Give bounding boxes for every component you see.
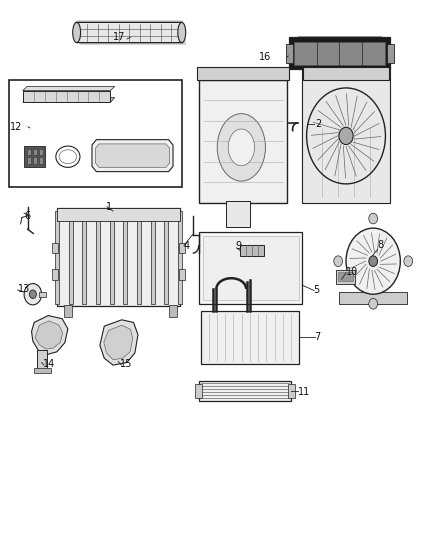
Bar bbox=[338, 272, 353, 281]
Bar bbox=[39, 157, 43, 164]
Circle shape bbox=[29, 290, 36, 298]
Bar bbox=[137, 211, 141, 304]
Text: 4: 4 bbox=[183, 241, 189, 251]
Ellipse shape bbox=[178, 22, 186, 43]
Bar bbox=[288, 384, 295, 398]
Bar bbox=[33, 149, 37, 155]
Bar bbox=[195, 384, 202, 398]
Ellipse shape bbox=[73, 22, 81, 43]
Bar bbox=[164, 211, 168, 304]
Circle shape bbox=[369, 256, 378, 266]
Bar bbox=[110, 211, 113, 304]
Bar bbox=[24, 146, 45, 167]
Bar bbox=[226, 201, 250, 227]
Bar bbox=[23, 91, 110, 102]
Bar bbox=[9, 80, 182, 187]
Circle shape bbox=[334, 256, 343, 266]
Bar bbox=[57, 208, 180, 306]
Circle shape bbox=[339, 127, 353, 144]
Bar bbox=[179, 243, 185, 253]
Bar bbox=[82, 211, 86, 304]
Text: 15: 15 bbox=[120, 359, 133, 368]
Bar bbox=[37, 350, 47, 370]
Bar bbox=[52, 243, 58, 253]
Bar bbox=[69, 211, 73, 304]
Text: 10: 10 bbox=[346, 267, 358, 277]
Bar bbox=[55, 211, 59, 304]
Polygon shape bbox=[92, 140, 173, 172]
Polygon shape bbox=[100, 320, 138, 365]
Polygon shape bbox=[35, 321, 63, 349]
Bar bbox=[336, 270, 355, 284]
Bar bbox=[203, 236, 299, 300]
Circle shape bbox=[404, 256, 413, 266]
Bar bbox=[199, 381, 291, 401]
Text: 1: 1 bbox=[106, 202, 112, 212]
Text: 11: 11 bbox=[298, 387, 310, 397]
Ellipse shape bbox=[228, 129, 254, 166]
Polygon shape bbox=[23, 86, 115, 91]
Circle shape bbox=[369, 298, 378, 309]
Circle shape bbox=[24, 284, 42, 305]
Bar bbox=[387, 44, 394, 63]
Bar bbox=[199, 232, 302, 304]
Bar bbox=[27, 149, 31, 155]
Bar bbox=[39, 149, 43, 155]
Bar bbox=[197, 67, 289, 80]
Text: 9: 9 bbox=[236, 241, 242, 251]
Bar bbox=[178, 211, 182, 304]
Bar bbox=[179, 269, 185, 280]
Polygon shape bbox=[77, 20, 186, 45]
Ellipse shape bbox=[217, 114, 265, 181]
Circle shape bbox=[346, 228, 400, 294]
Bar bbox=[124, 211, 127, 304]
Polygon shape bbox=[104, 325, 133, 360]
Bar bbox=[169, 305, 177, 317]
Bar bbox=[199, 80, 287, 203]
Text: 14: 14 bbox=[43, 359, 55, 368]
Polygon shape bbox=[23, 98, 115, 102]
Bar bbox=[303, 67, 389, 80]
Bar bbox=[96, 211, 100, 304]
Bar bbox=[33, 157, 37, 164]
Bar bbox=[39, 292, 46, 297]
Text: 8: 8 bbox=[378, 240, 384, 250]
Circle shape bbox=[369, 213, 378, 224]
Bar bbox=[286, 44, 293, 63]
Text: 12: 12 bbox=[10, 122, 22, 132]
Text: 7: 7 bbox=[314, 332, 321, 342]
Text: 2: 2 bbox=[315, 119, 321, 128]
Bar bbox=[151, 211, 155, 304]
Bar bbox=[57, 208, 180, 221]
Bar bbox=[64, 305, 72, 317]
Bar bbox=[302, 67, 390, 203]
Bar bbox=[294, 42, 385, 65]
Bar bbox=[27, 157, 31, 164]
Bar bbox=[240, 245, 264, 256]
Polygon shape bbox=[76, 22, 183, 43]
Text: 5: 5 bbox=[313, 286, 319, 295]
Bar bbox=[201, 311, 299, 364]
Text: 6: 6 bbox=[24, 211, 30, 221]
Text: 16: 16 bbox=[259, 52, 272, 62]
Bar bbox=[34, 368, 51, 373]
Text: 13: 13 bbox=[18, 284, 30, 294]
Bar bbox=[339, 292, 407, 304]
Text: 17: 17 bbox=[113, 33, 125, 42]
Bar bbox=[289, 37, 390, 69]
Polygon shape bbox=[95, 144, 170, 167]
Polygon shape bbox=[32, 316, 68, 354]
Bar bbox=[52, 269, 58, 280]
